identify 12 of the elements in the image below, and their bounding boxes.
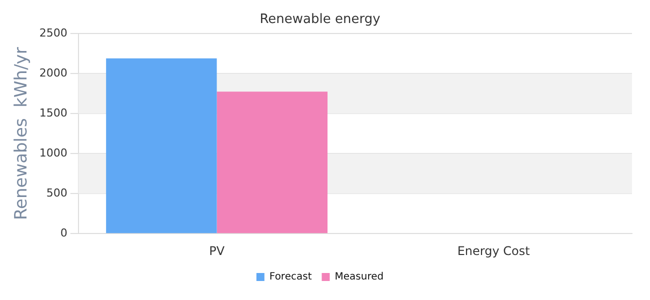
- y-axis-title: Renewables kWh/yr: [12, 47, 32, 220]
- y-tick-label: 1000: [39, 146, 68, 160]
- legend-label: Forecast: [269, 272, 312, 283]
- y-tick-label: 500: [46, 186, 68, 200]
- y-tick-label: 1500: [39, 106, 68, 120]
- y-tick-label: 2500: [39, 26, 68, 40]
- x-tick-label: PV: [209, 244, 226, 258]
- legend-label: Measured: [334, 272, 384, 283]
- y-tick-label: 0: [60, 226, 68, 240]
- y-tick-label: 2000: [39, 66, 68, 80]
- x-tick-label: Energy Cost: [457, 244, 530, 258]
- chart-title: Renewable energy: [260, 12, 381, 28]
